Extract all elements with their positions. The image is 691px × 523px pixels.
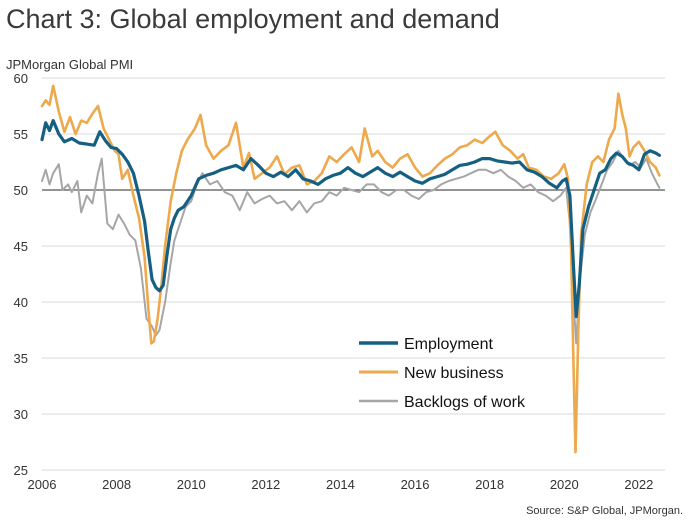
y-tick-labels: 25 30 35 40 45 50 55 60 [14,71,28,478]
legend: Employment New business Backlogs of work [359,336,526,411]
x-tick-label: 2018 [475,477,504,492]
x-tick-label: 2012 [251,477,280,492]
x-tick-labels: 2006 2008 2010 2012 2014 2016 2018 2020 2022 [28,477,654,492]
y-tick-label: 55 [14,127,28,142]
y-tick-label: 45 [14,239,28,254]
y-tick-label: 35 [14,351,28,366]
source-note: Source: S&P Global, JPMorgan. [526,505,683,517]
legend-label: New business [404,365,504,382]
x-tick-label: 2010 [177,477,206,492]
x-tick-label: 2020 [550,477,579,492]
series-lines [40,84,661,454]
y-tick-label: 25 [14,463,28,478]
y-tick-label: 50 [14,183,28,198]
legend-label: Backlogs of work [404,394,526,411]
x-tick-label: 2014 [326,477,355,492]
y-axis-label: JPMorgan Global PMI [6,57,134,72]
y-tick-label: 60 [14,71,28,86]
series-line-employment [40,119,661,319]
legend-label: Employment [404,336,493,353]
y-tick-label: 40 [14,295,28,310]
gridlines [42,77,665,471]
y-tick-label: 30 [14,407,28,422]
x-tick-label: 2016 [401,477,430,492]
series-line-new-business [40,84,661,454]
chart-title: Chart 3: Global employment and demand [6,4,500,34]
series-line-backlogs-of-work [41,149,661,345]
x-tick-label: 2008 [102,477,131,492]
x-tick-label: 2006 [28,477,57,492]
x-tick-label: 2022 [624,477,653,492]
